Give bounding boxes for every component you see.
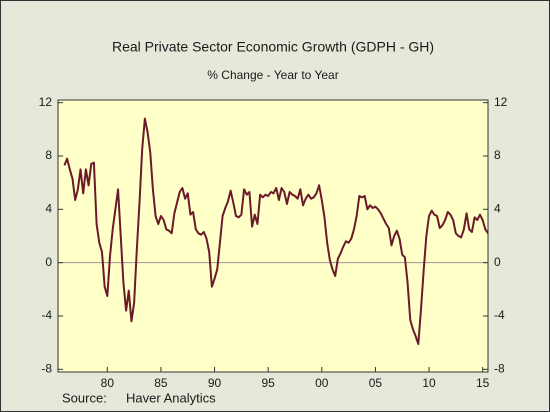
source: Haver Analytics <box>126 390 216 405</box>
y-tick-label: 0 <box>45 255 52 269</box>
y2-tick-label: 12 <box>494 95 508 109</box>
x-tick-label: 90 <box>208 376 222 390</box>
source-label: Source: <box>62 390 107 405</box>
x-tick-label: 05 <box>369 376 383 390</box>
x-tick-label: 80 <box>101 376 115 390</box>
y-tick-label: 4 <box>45 202 52 216</box>
y2-tick-label: 0 <box>494 255 501 269</box>
x-tick-label: 00 <box>315 376 329 390</box>
y2-tick-label: -8 <box>494 362 505 376</box>
y2-tick-label: 4 <box>494 202 501 216</box>
x-tick-label: 85 <box>154 376 168 390</box>
x-tick-label: 95 <box>261 376 275 390</box>
plot-area <box>57 99 489 373</box>
y2-tick-label: 8 <box>494 148 501 162</box>
chart-title: Real Private Sector Economic Growth (GDP… <box>112 39 434 55</box>
y2-tick-label: -4 <box>494 308 505 322</box>
x-tick-label: 15 <box>476 376 490 390</box>
y-tick-label: -8 <box>41 362 52 376</box>
y-tick-label: 8 <box>45 148 52 162</box>
data-line <box>63 117 489 345</box>
y-tick-label: 12 <box>39 95 53 109</box>
y-tick-label: -4 <box>41 308 52 322</box>
x-tick-label: 10 <box>422 376 436 390</box>
chart-subtitle: % Change - Year to Year <box>207 68 338 82</box>
